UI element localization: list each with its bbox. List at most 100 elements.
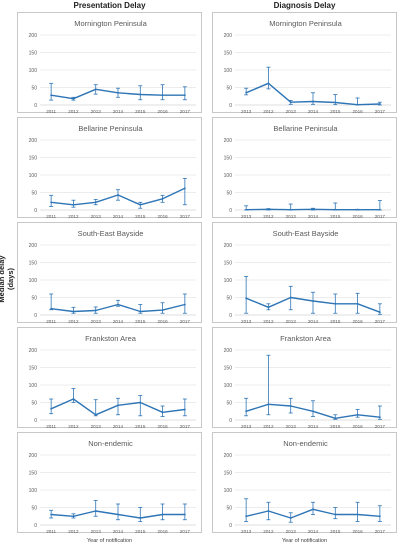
y-tick-label: 150 <box>29 261 38 267</box>
y-tick-label: 50 <box>31 191 37 197</box>
x-tick-label: 2014 <box>308 424 319 429</box>
y-tick-label: 0 <box>34 418 37 424</box>
y-tick-label: 200 <box>224 33 233 39</box>
y-axis-title: Median delay (days) <box>0 255 15 303</box>
data-point <box>117 513 119 516</box>
data-point <box>139 93 142 96</box>
x-tick-label: 2015 <box>330 529 341 534</box>
data-point <box>267 208 270 211</box>
chart-svg: Frankston Area 0 50 100 150 200 2011 2012 2013 20… <box>29 334 196 429</box>
data-point <box>50 94 53 97</box>
y-tick-label: 150 <box>224 471 233 477</box>
y-tick-label: 50 <box>31 506 37 512</box>
data-point <box>94 88 97 91</box>
x-tick-label: 2013 <box>241 214 252 219</box>
data-point <box>117 404 119 407</box>
x-tick-label: 2017 <box>375 319 386 324</box>
data-point <box>139 401 142 404</box>
y-tick-label: 150 <box>29 471 38 477</box>
data-point <box>267 403 270 406</box>
chart-svg: South-East Bayside 0 50 100 150 200 2011 2012 20… <box>29 229 196 324</box>
y-tick-label: 100 <box>29 278 38 284</box>
y-tick-label: 200 <box>224 453 233 459</box>
data-point <box>183 513 186 516</box>
y-tick-label: 50 <box>226 506 232 512</box>
data-point <box>117 303 119 306</box>
x-tick-label: 2016 <box>157 529 168 534</box>
y-tick-label: 200 <box>224 138 233 144</box>
x-tick-label: 2017 <box>180 109 191 114</box>
y-tick-label: 0 <box>34 523 37 529</box>
panel-title: Bellarine Peninsula <box>273 124 338 133</box>
data-point <box>161 411 164 414</box>
x-tick-label: 2012 <box>263 529 274 534</box>
x-tick-label: 2016 <box>352 424 363 429</box>
chart-panel: Non-endemic 0 50 100 150 200 2011 2012 2013 2014 2… <box>17 432 202 534</box>
data-point <box>289 517 292 519</box>
data-point <box>161 197 164 200</box>
x-tick-label: 2016 <box>157 214 168 219</box>
data-point <box>334 208 337 211</box>
data-point <box>312 410 314 413</box>
data-point <box>334 101 337 104</box>
x-tick-label: 2012 <box>68 214 79 219</box>
x-tick-label: 2013 <box>286 319 297 324</box>
y-tick-label: 50 <box>31 296 37 302</box>
x-tick-label: 2011 <box>46 214 56 219</box>
x-tick-label: 2016 <box>352 319 363 324</box>
y-tick-label: 0 <box>229 313 232 319</box>
y-tick-label: 200 <box>29 33 38 39</box>
chart-panel: Mornington Peninsula 0 50 100 150 200 2011 2012… <box>17 12 202 114</box>
x-tick-label: 2017 <box>375 109 386 114</box>
y-tick-label: 200 <box>29 138 38 144</box>
x-tick-label: 2014 <box>308 214 319 219</box>
x-tick-label: 2012 <box>68 319 79 324</box>
y-tick-label: 0 <box>34 313 37 319</box>
y-tick-label: 0 <box>229 523 232 529</box>
x-tick-label: 2014 <box>113 319 124 324</box>
y-tick-label: 0 <box>229 103 232 109</box>
x-tick-label: 2015 <box>135 529 146 534</box>
chart-panel: Bellarine Peninsula 0 50 100 150 200 2013 2012 2… <box>212 117 397 219</box>
x-tick-label: 2015 <box>330 424 341 429</box>
x-tick-label: 2016 <box>352 529 363 534</box>
data-point <box>72 97 75 100</box>
x-tick-label: 2012 <box>68 424 79 429</box>
data-point <box>161 94 164 97</box>
data-point <box>161 513 164 516</box>
data-point <box>267 510 270 512</box>
y-tick-label: 50 <box>226 86 232 92</box>
data-point <box>378 103 381 105</box>
data-point <box>378 416 381 419</box>
y-tick-label: 150 <box>224 366 233 372</box>
panel-title: South-East Bayside <box>78 229 144 238</box>
x-tick-label: 2012 <box>68 109 79 114</box>
y-tick-label: 150 <box>29 156 38 162</box>
data-point <box>312 300 314 302</box>
data-point <box>94 510 97 512</box>
x-tick-label: 2014 <box>113 214 124 219</box>
data-point <box>334 513 337 516</box>
x-tick-label: 2017 <box>375 214 386 219</box>
y-tick-label: 100 <box>224 383 233 389</box>
chart-panel: South-East Bayside 0 50 100 150 200 2011 2012 20… <box>17 222 202 324</box>
x-axis-title-right: Year of notification <box>281 538 328 544</box>
data-point <box>183 187 186 190</box>
x-tick-label: 2014 <box>308 109 319 114</box>
data-point <box>334 417 337 420</box>
x-tick-label: 2013 <box>91 109 102 114</box>
data-point <box>312 208 314 211</box>
y-tick-label: 100 <box>29 68 38 74</box>
data-point <box>94 309 97 312</box>
data-point <box>183 94 186 97</box>
data-point <box>161 309 164 311</box>
data-point <box>289 405 292 407</box>
x-tick-label: 2013 <box>241 424 252 429</box>
x-tick-label: 2017 <box>180 424 191 429</box>
chart-svg: Non-endemic 0 50 100 150 200 2013 2012 2013 2014 2… <box>224 439 391 534</box>
data-point <box>289 208 292 211</box>
panel-title: Frankston Area <box>85 334 137 343</box>
data-point <box>289 296 292 299</box>
x-tick-label: 2015 <box>135 214 146 219</box>
y-tick-label: 50 <box>226 401 232 407</box>
